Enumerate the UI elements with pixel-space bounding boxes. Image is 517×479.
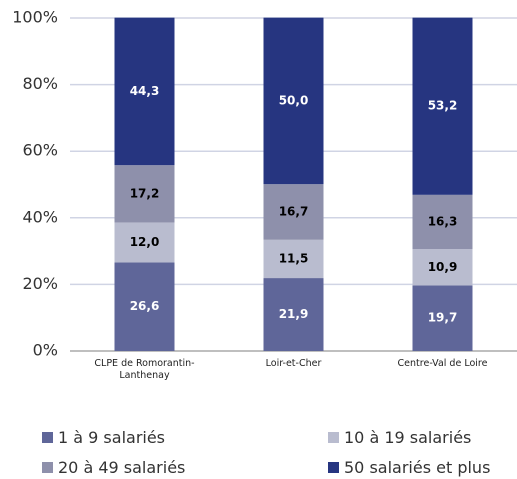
legend-label: 20 à 49 salariés [58, 458, 186, 477]
bar-segment [412, 249, 473, 286]
legend-item: 50 salariés et plus [328, 458, 490, 477]
data-label: 16,7 [279, 204, 309, 218]
data-label: 16,3 [428, 214, 458, 228]
legend-swatch [42, 432, 53, 443]
legend-item: 20 à 49 salariés [42, 458, 185, 477]
bar-segment [263, 17, 324, 185]
legend-swatch [328, 432, 339, 443]
y-tick-label: 0% [33, 341, 58, 360]
data-label: 50,0 [279, 93, 309, 107]
x-tick-label: Loir-et-Cher [265, 358, 322, 369]
y-tick-label: 80% [22, 74, 58, 93]
bar-segment [263, 239, 324, 279]
data-label: 11,5 [279, 251, 309, 265]
y-tick-label: 60% [22, 141, 58, 160]
bar-segment [263, 184, 324, 240]
legend-label: 10 à 19 salariés [344, 428, 472, 447]
y-tick-label: 20% [22, 274, 58, 293]
legend-label: 50 salariés et plus [344, 458, 491, 477]
data-label: 53,2 [428, 99, 458, 113]
y-tick-label: 100% [12, 8, 58, 27]
x-tick-label: Centre-Val de Loire [397, 358, 488, 369]
data-label: 17,2 [130, 186, 160, 200]
bar-segment [114, 165, 175, 223]
y-tick-label: 40% [22, 207, 58, 226]
legend-item: 10 à 19 salariés [328, 428, 471, 447]
legend-label: 1 à 9 salariés [58, 428, 166, 447]
bar-segment [263, 278, 324, 351]
bar-segment [114, 222, 175, 263]
legend-item: 1 à 9 salariés [42, 428, 165, 447]
data-label: 19,7 [428, 311, 458, 325]
bar-segment [412, 194, 473, 250]
data-label: 10,9 [428, 260, 458, 274]
data-label: 12,0 [130, 235, 160, 249]
data-label: 26,6 [130, 299, 160, 313]
data-label: 44,3 [130, 84, 160, 98]
legend-swatch [42, 462, 53, 473]
bar-segment [114, 17, 175, 166]
bar-segment [412, 17, 473, 195]
x-tick-label: CLPE de Romorantin-Lanthenay [94, 358, 195, 381]
legend-swatch [328, 462, 339, 473]
bar-segment [114, 262, 175, 351]
bar-segment [412, 285, 473, 351]
data-label: 21,9 [279, 307, 309, 321]
